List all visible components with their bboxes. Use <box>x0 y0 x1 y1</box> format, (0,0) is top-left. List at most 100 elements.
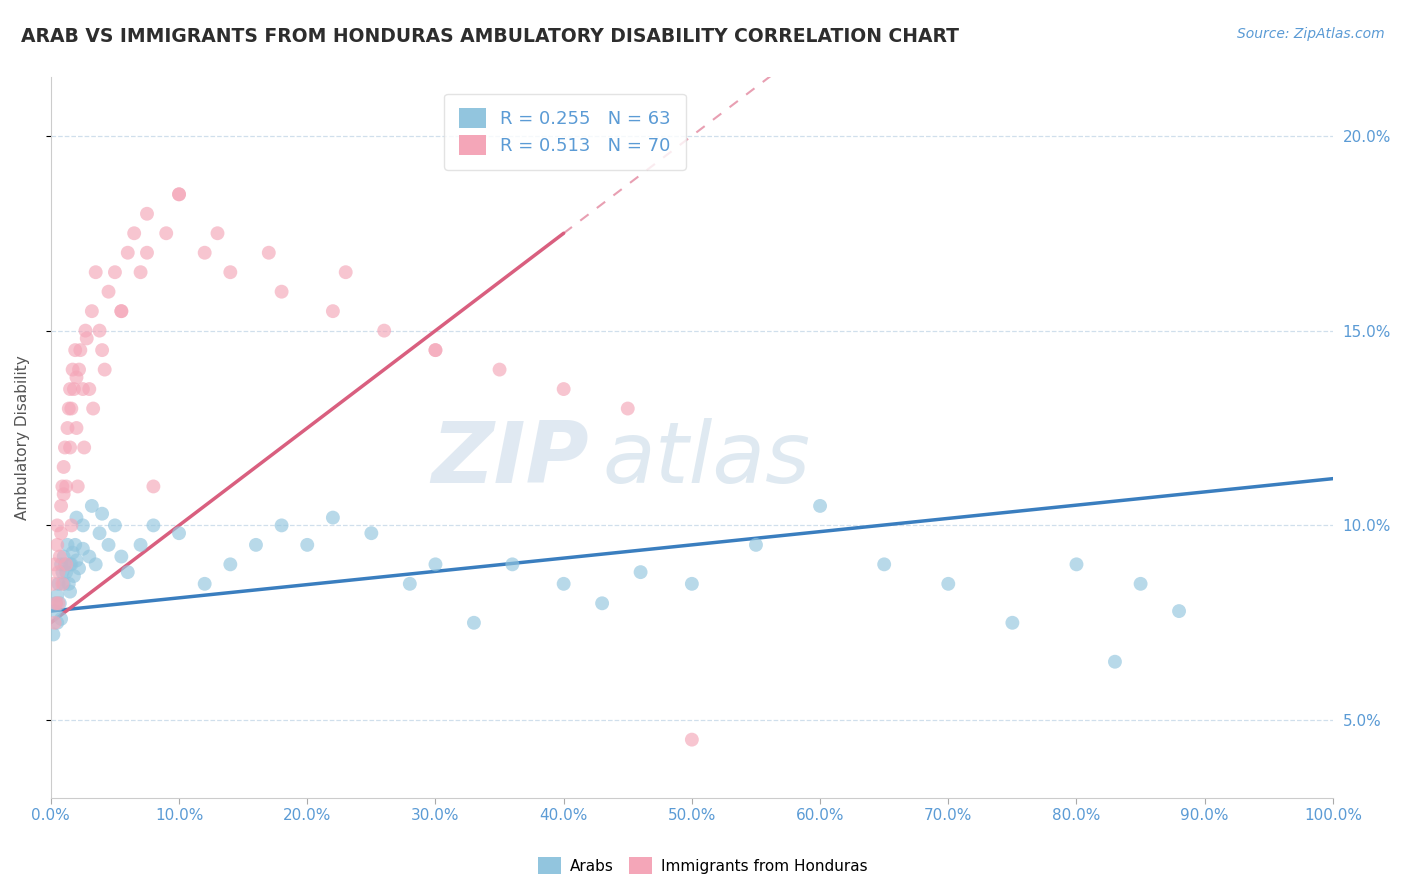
Point <box>745 538 768 552</box>
Point <box>873 558 896 572</box>
Point <box>425 343 447 357</box>
Point <box>167 187 190 202</box>
Point <box>425 343 447 357</box>
Point <box>553 382 575 396</box>
Point <box>60 401 83 416</box>
Point <box>59 558 82 572</box>
Point <box>122 226 145 240</box>
Point <box>65 510 87 524</box>
Point <box>89 324 111 338</box>
Point <box>49 558 72 572</box>
Text: Source: ZipAtlas.com: Source: ZipAtlas.com <box>1237 27 1385 41</box>
Point <box>129 265 152 279</box>
Point <box>51 565 73 579</box>
Point <box>104 265 127 279</box>
Point <box>591 596 613 610</box>
Point <box>501 558 523 572</box>
Point <box>65 553 87 567</box>
Point <box>1129 577 1152 591</box>
Point <box>52 549 75 564</box>
Point <box>72 518 94 533</box>
Point <box>65 370 87 384</box>
Point <box>63 343 86 357</box>
Point <box>270 518 292 533</box>
Point <box>82 401 104 416</box>
Point <box>97 285 120 299</box>
Point <box>49 549 72 564</box>
Point <box>63 569 86 583</box>
Point <box>58 577 80 591</box>
Point <box>51 479 73 493</box>
Point <box>59 584 82 599</box>
Point <box>49 499 72 513</box>
Point <box>62 362 84 376</box>
Point <box>79 382 101 396</box>
Point <box>808 499 831 513</box>
Legend: Arabs, Immigrants from Honduras: Arabs, Immigrants from Honduras <box>531 851 875 880</box>
Point <box>167 526 190 541</box>
Point <box>207 226 229 240</box>
Point <box>257 245 280 260</box>
Point <box>42 577 65 591</box>
Point <box>63 538 86 552</box>
Point <box>117 245 139 260</box>
Point <box>110 304 132 318</box>
Point <box>76 331 98 345</box>
Point <box>46 538 69 552</box>
Point <box>51 577 73 591</box>
Point <box>335 265 357 279</box>
Point <box>1168 604 1191 618</box>
Point <box>1104 655 1126 669</box>
Point <box>322 510 344 524</box>
Point <box>616 401 638 416</box>
Point <box>53 558 76 572</box>
Point <box>55 558 77 572</box>
Point <box>117 565 139 579</box>
Point <box>97 538 120 552</box>
Point <box>129 538 152 552</box>
Point <box>425 558 447 572</box>
Point <box>219 265 242 279</box>
Point <box>45 596 67 610</box>
Point <box>1001 615 1024 630</box>
Point <box>75 324 97 338</box>
Point <box>53 441 76 455</box>
Point <box>79 549 101 564</box>
Point <box>44 604 66 618</box>
Point <box>463 615 485 630</box>
Point <box>42 627 65 641</box>
Point <box>630 565 652 579</box>
Point <box>360 526 382 541</box>
Point <box>46 589 69 603</box>
Point <box>80 304 103 318</box>
Point <box>72 541 94 556</box>
Point <box>488 362 510 376</box>
Point <box>110 549 132 564</box>
Point <box>59 382 82 396</box>
Point <box>65 421 87 435</box>
Point <box>155 226 177 240</box>
Point <box>52 460 75 475</box>
Point <box>936 577 959 591</box>
Point <box>91 507 114 521</box>
Point <box>49 612 72 626</box>
Point <box>219 558 242 572</box>
Point <box>80 499 103 513</box>
Point <box>270 285 292 299</box>
Point <box>110 304 132 318</box>
Point <box>48 577 70 591</box>
Point <box>553 577 575 591</box>
Point <box>56 421 79 435</box>
Point <box>398 577 420 591</box>
Point <box>245 538 267 552</box>
Point <box>58 401 80 416</box>
Point <box>69 343 91 357</box>
Point <box>142 479 165 493</box>
Point <box>1066 558 1088 572</box>
Point <box>142 518 165 533</box>
Point <box>136 245 159 260</box>
Point <box>44 558 66 572</box>
Point <box>72 382 94 396</box>
Point <box>297 538 319 552</box>
Point <box>55 565 77 579</box>
